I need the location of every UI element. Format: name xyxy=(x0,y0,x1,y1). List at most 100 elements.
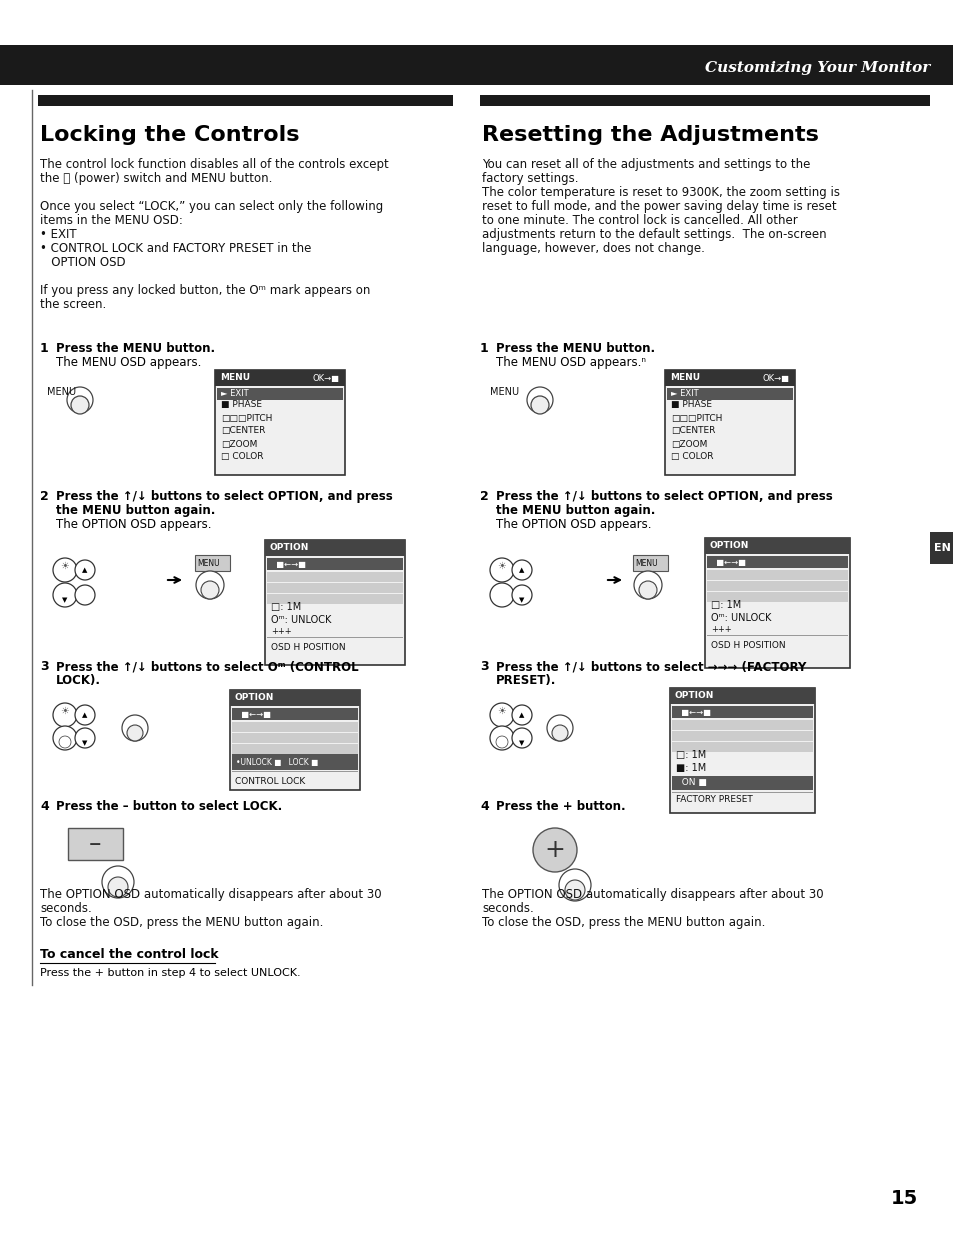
Text: ▲: ▲ xyxy=(82,711,88,718)
Text: Press the – button to select LOCK.: Press the – button to select LOCK. xyxy=(56,800,282,813)
Bar xyxy=(479,95,929,106)
Circle shape xyxy=(53,583,77,607)
Text: OSD H POSITION: OSD H POSITION xyxy=(271,644,345,652)
Text: If you press any locked button, the Oᵐ mark appears on: If you press any locked button, the Oᵐ m… xyxy=(40,284,370,297)
Bar xyxy=(232,743,357,755)
Circle shape xyxy=(108,877,128,896)
Text: Press the ↑/↓ buttons to select Oᵐ (CONTROL: Press the ↑/↓ buttons to select Oᵐ (CONT… xyxy=(56,660,358,673)
Text: The OPTION OSD automatically disappears after about 30: The OPTION OSD automatically disappears … xyxy=(40,888,381,901)
Text: OSD H POSITION: OSD H POSITION xyxy=(710,641,785,651)
Bar xyxy=(664,370,794,386)
Text: OPTION OSD: OPTION OSD xyxy=(40,256,126,269)
Text: The OPTION OSD automatically disappears after about 30: The OPTION OSD automatically disappears … xyxy=(481,888,822,901)
Circle shape xyxy=(552,725,567,741)
Text: 2: 2 xyxy=(479,490,488,503)
Text: +: + xyxy=(544,838,565,862)
Circle shape xyxy=(67,387,92,413)
Bar xyxy=(265,540,405,665)
Text: OK→■: OK→■ xyxy=(313,374,339,382)
Text: ▲: ▲ xyxy=(82,567,88,573)
Text: ☀: ☀ xyxy=(61,561,70,571)
Text: Once you select “LOCK,” you can select only the following: Once you select “LOCK,” you can select o… xyxy=(40,200,383,213)
Text: Locking the Controls: Locking the Controls xyxy=(40,125,299,145)
Text: The MENU OSD appears.: The MENU OSD appears. xyxy=(56,356,201,369)
Text: EN: EN xyxy=(933,543,949,552)
Text: OPTION: OPTION xyxy=(709,541,749,550)
Text: OK→■: OK→■ xyxy=(762,374,789,382)
Circle shape xyxy=(512,705,532,725)
Text: the ⏻ (power) switch and MENU button.: the ⏻ (power) switch and MENU button. xyxy=(40,171,273,185)
Text: 4: 4 xyxy=(40,800,49,813)
Circle shape xyxy=(558,869,590,901)
Circle shape xyxy=(75,560,95,580)
Bar xyxy=(929,531,953,563)
Text: factory settings.: factory settings. xyxy=(481,171,578,185)
Circle shape xyxy=(526,387,553,413)
Text: adjustments return to the default settings.  The on-screen: adjustments return to the default settin… xyxy=(481,228,825,240)
Text: items in the MENU OSD:: items in the MENU OSD: xyxy=(40,215,183,227)
Text: The control lock function disables all of the controls except: The control lock function disables all o… xyxy=(40,158,388,171)
Bar xyxy=(671,776,812,790)
Circle shape xyxy=(490,726,514,750)
Bar xyxy=(216,388,343,399)
Text: ▼: ▼ xyxy=(518,597,524,603)
Text: ▼: ▼ xyxy=(518,740,524,746)
Bar xyxy=(706,570,847,580)
Text: □: 1M: □: 1M xyxy=(710,600,740,610)
Text: 4: 4 xyxy=(479,800,488,813)
Bar xyxy=(664,370,794,475)
Circle shape xyxy=(75,705,95,725)
Text: Resetting the Adjustments: Resetting the Adjustments xyxy=(481,125,818,145)
Bar xyxy=(267,559,402,570)
Text: 15: 15 xyxy=(890,1189,917,1208)
Circle shape xyxy=(53,726,77,750)
Bar xyxy=(267,594,402,604)
Text: Press the ↑/↓ buttons to select OPTION, and press: Press the ↑/↓ buttons to select OPTION, … xyxy=(56,490,393,503)
Bar xyxy=(230,690,359,707)
Bar xyxy=(704,538,849,668)
Text: You can reset all of the adjustments and settings to the: You can reset all of the adjustments and… xyxy=(481,158,809,171)
Text: □ZOOM: □ZOOM xyxy=(221,439,257,449)
Text: 2: 2 xyxy=(40,490,49,503)
Circle shape xyxy=(59,736,71,748)
Bar xyxy=(230,690,359,790)
Text: The MENU OSD appears.ⁿ: The MENU OSD appears.ⁿ xyxy=(496,356,645,369)
Circle shape xyxy=(75,584,95,605)
Circle shape xyxy=(490,583,514,607)
Circle shape xyxy=(122,715,148,741)
Bar xyxy=(214,370,345,386)
Bar xyxy=(232,755,357,769)
Text: ■←→■: ■←→■ xyxy=(710,557,745,566)
Text: LOCK).: LOCK). xyxy=(56,674,101,687)
Bar xyxy=(633,555,667,571)
Text: □ZOOM: □ZOOM xyxy=(670,439,706,449)
Circle shape xyxy=(546,715,573,741)
Circle shape xyxy=(531,396,548,414)
Circle shape xyxy=(127,725,143,741)
Text: ► EXIT: ► EXIT xyxy=(670,390,698,398)
Text: seconds.: seconds. xyxy=(40,903,91,915)
Text: □ COLOR: □ COLOR xyxy=(670,453,713,461)
Text: ► EXIT: ► EXIT xyxy=(221,390,249,398)
Text: Press the ↑/↓ buttons to select OPTION, and press: Press the ↑/↓ buttons to select OPTION, … xyxy=(496,490,832,503)
Text: Press the + button in step 4 to select UNLOCK.: Press the + button in step 4 to select U… xyxy=(40,968,300,978)
Circle shape xyxy=(53,559,77,582)
Circle shape xyxy=(71,396,89,414)
Text: MENU: MENU xyxy=(669,374,700,382)
Text: seconds.: seconds. xyxy=(481,903,533,915)
Text: The OPTION OSD appears.: The OPTION OSD appears. xyxy=(496,518,651,531)
Bar xyxy=(232,723,357,732)
Bar xyxy=(706,556,847,568)
Text: To close the OSD, press the MENU button again.: To close the OSD, press the MENU button … xyxy=(481,916,764,928)
Text: 3: 3 xyxy=(479,660,488,673)
Text: • CONTROL LOCK and FACTORY PRESET in the: • CONTROL LOCK and FACTORY PRESET in the xyxy=(40,242,311,255)
Bar xyxy=(0,44,953,85)
Text: Customizing Your Monitor: Customizing Your Monitor xyxy=(704,60,929,75)
Circle shape xyxy=(490,703,514,727)
Bar xyxy=(671,731,812,741)
Bar xyxy=(706,592,847,602)
Text: To cancel the control lock: To cancel the control lock xyxy=(40,948,218,961)
Text: FACTORY PRESET: FACTORY PRESET xyxy=(676,795,752,804)
Circle shape xyxy=(512,560,532,580)
Text: ▼: ▼ xyxy=(62,597,68,603)
